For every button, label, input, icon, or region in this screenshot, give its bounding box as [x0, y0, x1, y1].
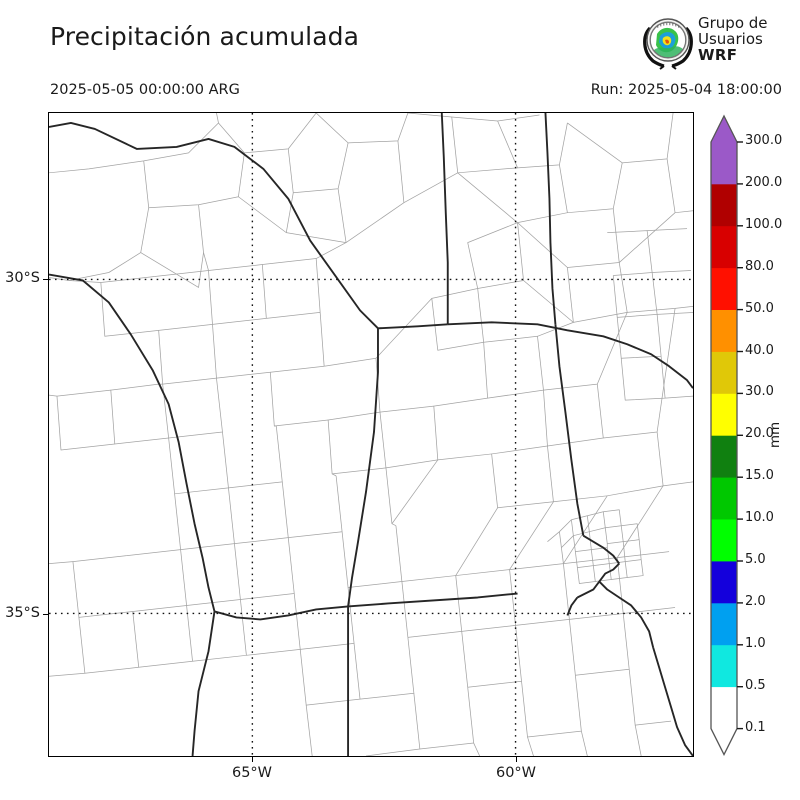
colorbar-tick-label: 10.0 — [745, 510, 774, 526]
colorbar-tick-label: 2.0 — [745, 593, 766, 609]
map-canvas[interactable] — [48, 112, 694, 757]
globe-laurel-emblem — [643, 18, 693, 70]
colorbar-swatches — [710, 114, 743, 757]
logo-text: Grupo de Usuarios WRF — [698, 15, 790, 63]
xtick-label-65W: 65°W — [231, 765, 273, 781]
department-borders — [49, 113, 693, 756]
ytick-label-35S: 35°S — [5, 605, 40, 621]
map-geography — [49, 113, 693, 756]
colorbar-tick-label: 30.0 — [745, 384, 774, 400]
xtick-label-60W: 60°W — [495, 765, 537, 781]
logo-line-2: Usuarios — [698, 30, 763, 48]
logo: Grupo de Usuarios WRF — [640, 14, 790, 72]
province-borders — [49, 113, 693, 756]
colorbar-tick-label: 0.5 — [745, 677, 766, 693]
xtick-mark-60W — [515, 757, 517, 762]
run-time-label: Run: 2025-05-04 18:00:00 — [590, 82, 782, 98]
colorbar-tick-label: 20.0 — [745, 426, 774, 442]
graticule-lines — [49, 113, 693, 756]
page-title: Precipitación acumulada — [50, 22, 360, 51]
colorbar-tick-label: 0.1 — [745, 719, 766, 735]
colorbar-tick-label: 5.0 — [745, 552, 766, 567]
ytick-label-30S: 30°S — [5, 270, 40, 286]
logo-line-3: WRF — [698, 46, 738, 64]
colorbar-tick-label: 200.0 — [745, 174, 783, 190]
colorbar-tick-label: 40.0 — [745, 342, 774, 358]
colorbar-tick-label: 1.0 — [745, 635, 766, 651]
logo-line-1: Grupo de — [698, 14, 768, 32]
colorbar-tick-label: 50.0 — [745, 300, 774, 316]
colorbar-tick-label: 300.0 — [745, 133, 783, 148]
colorbar-tick-label: 100.0 — [745, 216, 783, 232]
ytick-mark-35S — [43, 613, 48, 615]
colorbar-tick-label: 15.0 — [745, 468, 774, 484]
colorbar[interactable]: mm 300.0 200.0 100.0 80.0 50.0 40.0 30.0 20.0 15… — [705, 112, 800, 760]
xtick-mark-65W — [251, 757, 253, 762]
ytick-mark-30S — [43, 278, 48, 280]
colorbar-tick-label: 80.0 — [745, 258, 774, 274]
valid-time-label: 2025-05-05 00:00:00 ARG — [50, 82, 240, 98]
